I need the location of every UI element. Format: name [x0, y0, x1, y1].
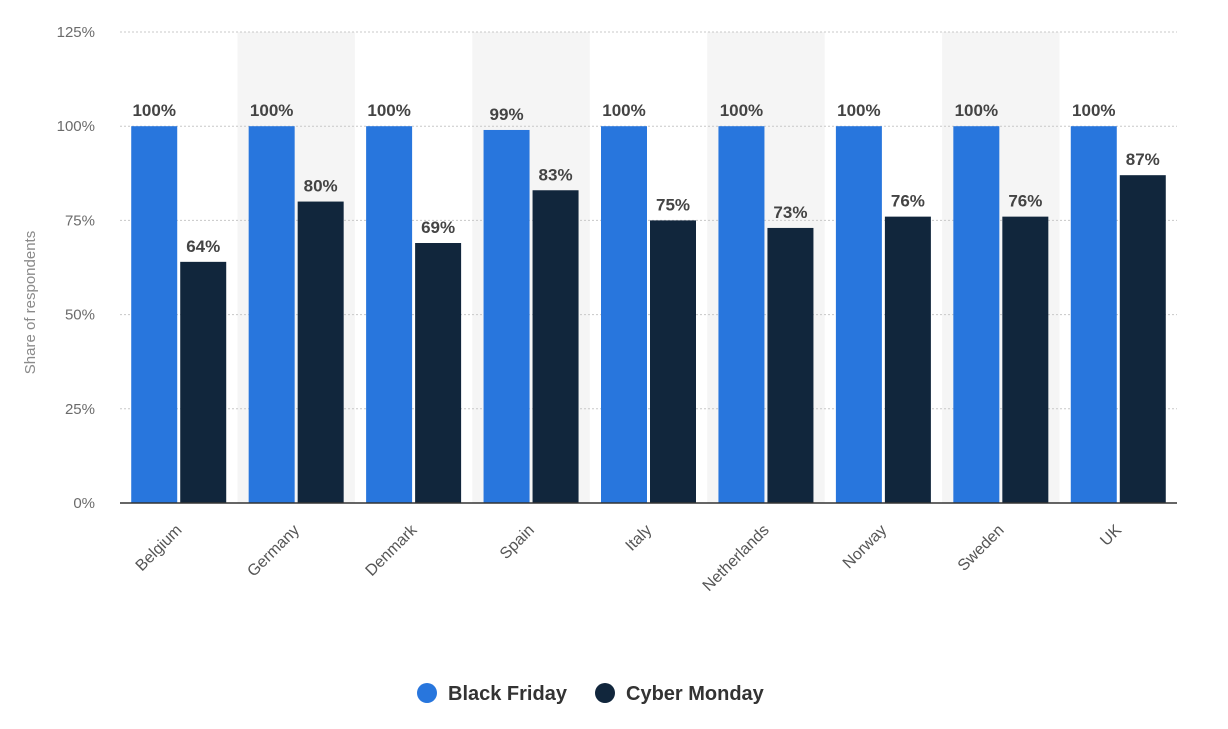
data-label: 100% [1072, 101, 1115, 120]
legend-item-cyber-monday[interactable]: Cyber Monday [595, 683, 765, 705]
x-category-label: Germany [244, 522, 303, 581]
data-label: 73% [773, 203, 807, 222]
bar-black-friday[interactable] [248, 126, 295, 503]
bar-cyber-monday[interactable] [297, 201, 344, 503]
legend-marker-icon [417, 683, 437, 703]
bar-cyber-monday[interactable] [415, 243, 462, 503]
data-label: 100% [720, 101, 763, 120]
legend-label: Cyber Monday [626, 683, 765, 705]
data-label: 100% [367, 101, 410, 120]
y-tick-label: 25% [65, 401, 95, 418]
data-label: 80% [304, 177, 338, 196]
legend-label: Black Friday [448, 683, 568, 705]
data-label: 100% [132, 101, 175, 120]
data-label: 100% [250, 101, 293, 120]
x-category-label: Denmark [363, 521, 422, 580]
data-label: 100% [837, 101, 880, 120]
bar-cyber-monday[interactable] [180, 261, 227, 503]
data-label: 87% [1126, 150, 1160, 169]
y-tick-label: 75% [65, 212, 95, 229]
bar-cyber-monday[interactable] [532, 190, 579, 504]
bar-cyber-monday[interactable] [1002, 216, 1049, 503]
bar-black-friday[interactable] [601, 126, 647, 503]
y-tick-label: 50% [65, 307, 95, 324]
data-label: 100% [955, 101, 998, 120]
x-category-label: UK [1097, 522, 1125, 550]
x-category-label: Italy [623, 522, 656, 555]
bar-black-friday[interactable] [953, 126, 1000, 503]
x-category-label: Spain [497, 522, 538, 563]
x-category-label: Belgium [133, 522, 186, 575]
bar-cyber-monday[interactable] [884, 216, 931, 503]
legend-item-black-friday[interactable]: Black Friday [417, 683, 568, 705]
legend-marker-icon [595, 683, 615, 703]
bar-cyber-monday[interactable] [650, 220, 696, 503]
y-axis-title: Share of respondents [22, 231, 39, 374]
y-tick-label: 0% [73, 495, 95, 512]
data-label: 99% [490, 105, 524, 124]
bar-black-friday[interactable] [366, 126, 413, 503]
y-tick-label: 125% [57, 24, 95, 41]
bar-cyber-monday[interactable] [767, 227, 814, 503]
y-tick-label: 100% [57, 118, 95, 135]
data-label: 69% [421, 218, 455, 237]
bar-black-friday[interactable] [718, 126, 765, 503]
x-category-label: Netherlands [700, 522, 773, 595]
bar-black-friday[interactable] [1070, 126, 1117, 503]
bar-black-friday[interactable] [835, 126, 882, 503]
x-category-label: Sweden [955, 522, 1008, 575]
data-label: 75% [656, 195, 690, 214]
data-label: 76% [891, 192, 925, 211]
data-label: 64% [186, 237, 220, 256]
bar-black-friday[interactable] [131, 126, 178, 503]
bar-cyber-monday[interactable] [1119, 175, 1166, 503]
data-label: 83% [539, 165, 573, 184]
x-category-label: Norway [840, 522, 890, 572]
data-label: 76% [1008, 192, 1042, 211]
bar-black-friday[interactable] [483, 129, 530, 503]
data-label: 100% [602, 101, 645, 120]
